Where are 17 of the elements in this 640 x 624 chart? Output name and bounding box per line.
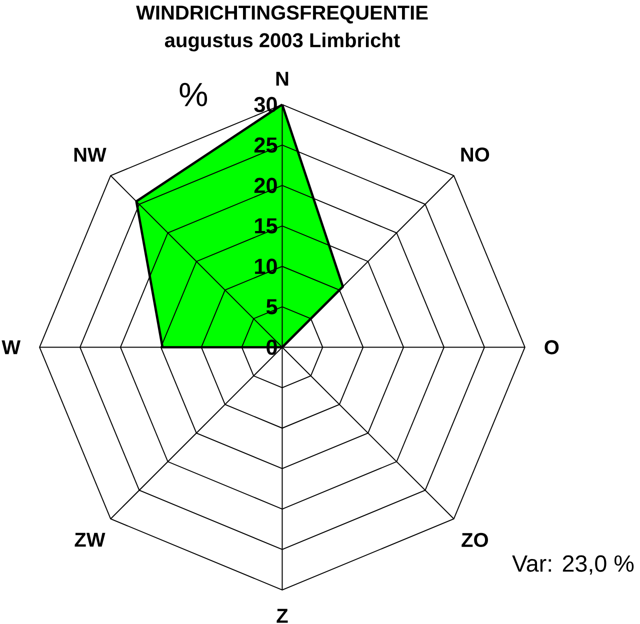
spoke-label: NW — [74, 148, 106, 162]
y-tick-label: 5 — [266, 299, 278, 314]
spoke-label: NO — [461, 147, 490, 162]
spoke-label: ZO — [462, 532, 488, 547]
y-tick-label: 20 — [254, 178, 277, 193]
y-tick-label: 10 — [255, 258, 277, 274]
spoke-label: Z — [276, 608, 288, 623]
spoke-label: O — [544, 340, 559, 354]
text: % — [180, 82, 208, 106]
chart-title: WINDRICHTINGSFREQUENTIE — [136, 5, 428, 24]
y-tick-label: 25 — [254, 137, 278, 153]
chart-subtitle: augustus 2003 Limbricht — [164, 32, 400, 52]
y-tick-label: 15 — [255, 218, 278, 234]
spoke-label: W — [2, 340, 21, 354]
spoke-label: ZW — [74, 532, 106, 546]
spoke-label: N — [276, 72, 288, 86]
text: Var: 23,0 % — [512, 555, 634, 574]
